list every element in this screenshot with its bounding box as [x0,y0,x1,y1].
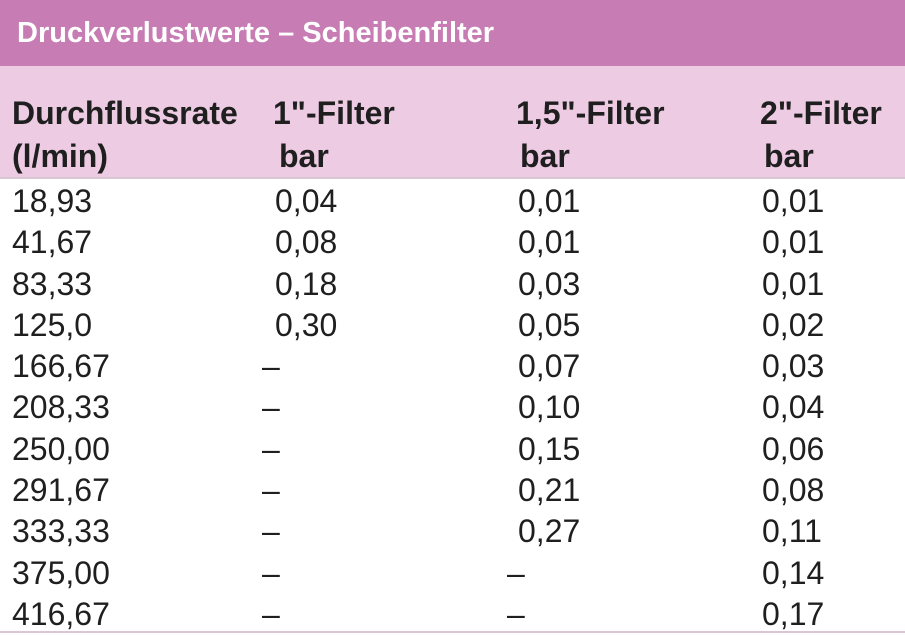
cell-filter-1-5-inch: – [507,595,525,632]
cell-flow-rate: 333,33 [12,513,110,550]
header-filter-2-inch: 2"-Filter bar [760,92,882,178]
cell-filter-1-5-inch: 0,15 [518,430,581,467]
header-filter-2-inch-label: 2"-Filter [760,95,882,131]
cell-filter-1-inch: – [262,472,280,509]
cell-flow-rate: 291,67 [12,472,110,509]
table-row: 41,67 0,08 0,01 0,01 [0,222,905,263]
cell-filter-2-inch: 0,02 [762,306,825,343]
table-row: 416,67 – – 0,17 [0,594,905,635]
bottom-divider [0,631,905,633]
header-flow-rate-unit: (l/min) [12,138,108,174]
header-filter-1-5-inch-label: 1,5"-Filter [516,95,665,131]
cell-filter-1-inch: – [262,430,280,467]
header-flow-rate: Durchflussrate (l/min) [12,92,238,178]
table-title-bar: Druckverlustwerte – Scheibenfilter [0,0,905,66]
cell-filter-1-inch: 0,08 [275,224,338,261]
header-filter-1-inch-unit: bar [279,138,329,174]
header-filter-1-inch-label: 1"-Filter [273,95,395,131]
cell-flow-rate: 125,0 [12,306,93,343]
cell-filter-2-inch: 0,17 [762,595,825,632]
cell-filter-1-5-inch: 0,10 [518,389,581,426]
cell-filter-1-inch: – [262,554,280,591]
cell-filter-2-inch: 0,14 [762,554,825,591]
cell-filter-1-inch: – [262,348,280,385]
cell-filter-1-5-inch: 0,27 [518,513,581,550]
cell-filter-1-inch: 0,18 [275,265,338,302]
header-filter-2-inch-unit: bar [764,138,814,174]
table-row: 18,93 0,04 0,01 0,01 [0,181,905,222]
cell-filter-2-inch: 0,11 [762,513,822,550]
cell-filter-1-5-inch: 0,05 [518,306,581,343]
cell-filter-2-inch: 0,01 [762,265,825,302]
cell-flow-rate: 416,67 [12,595,110,632]
table-row: 208,33 – 0,10 0,04 [0,387,905,428]
cell-filter-2-inch: 0,08 [762,472,825,509]
cell-flow-rate: 375,00 [12,554,110,591]
table-row: 291,67 – 0,21 0,08 [0,470,905,511]
cell-flow-rate: 250,00 [12,430,110,467]
cell-flow-rate: 208,33 [12,389,110,426]
cell-flow-rate: 41,67 [12,224,93,261]
cell-filter-2-inch: 0,04 [762,389,825,426]
table-title: Druckverlustwerte – Scheibenfilter [17,16,495,49]
table-row: 166,67 – 0,07 0,03 [0,346,905,387]
cell-filter-2-inch: 0,01 [762,183,825,219]
cell-filter-1-5-inch: 0,01 [518,224,581,261]
table-row: 333,33 – 0,27 0,11 [0,511,905,552]
header-filter-1-5-inch: 1,5"-Filter bar [516,92,665,178]
cell-filter-1-inch: – [262,513,280,550]
cell-filter-1-inch: 0,30 [275,306,338,343]
cell-filter-2-inch: 0,03 [762,348,825,385]
table-row: 83,33 0,18 0,03 0,01 [0,264,905,305]
cell-filter-1-5-inch: 0,07 [518,348,581,385]
cell-flow-rate: 18,93 [12,183,93,219]
cell-filter-1-5-inch: 0,01 [518,183,581,219]
cell-filter-1-inch: – [262,389,280,426]
table-row: 250,00 – 0,15 0,06 [0,429,905,470]
cell-filter-1-5-inch: – [507,554,525,591]
header-flow-rate-label: Durchflussrate [12,95,238,131]
table-header: Durchflussrate (l/min) 1"-Filter bar 1,5… [0,66,905,177]
table-body: 18,93 0,04 0,01 0,01 41,67 0,08 0,01 0,01 83,33 0… [0,181,905,635]
cell-filter-2-inch: 0,01 [762,224,825,261]
header-divider [0,177,905,179]
cell-flow-rate: 166,67 [12,348,110,385]
table-row: 125,0 0,30 0,05 0,02 [0,305,905,346]
cell-filter-2-inch: 0,06 [762,430,825,467]
cell-filter-1-5-inch: 0,21 [518,472,581,509]
table-row: 375,00 – – 0,14 [0,553,905,594]
header-filter-1-5-inch-unit: bar [520,138,570,174]
header-filter-1-inch: 1"-Filter bar [273,92,395,178]
cell-filter-1-5-inch: 0,03 [518,265,581,302]
cell-filter-1-inch: – [262,595,280,632]
cell-flow-rate: 83,33 [12,265,93,302]
cell-filter-1-inch: 0,04 [275,183,338,219]
